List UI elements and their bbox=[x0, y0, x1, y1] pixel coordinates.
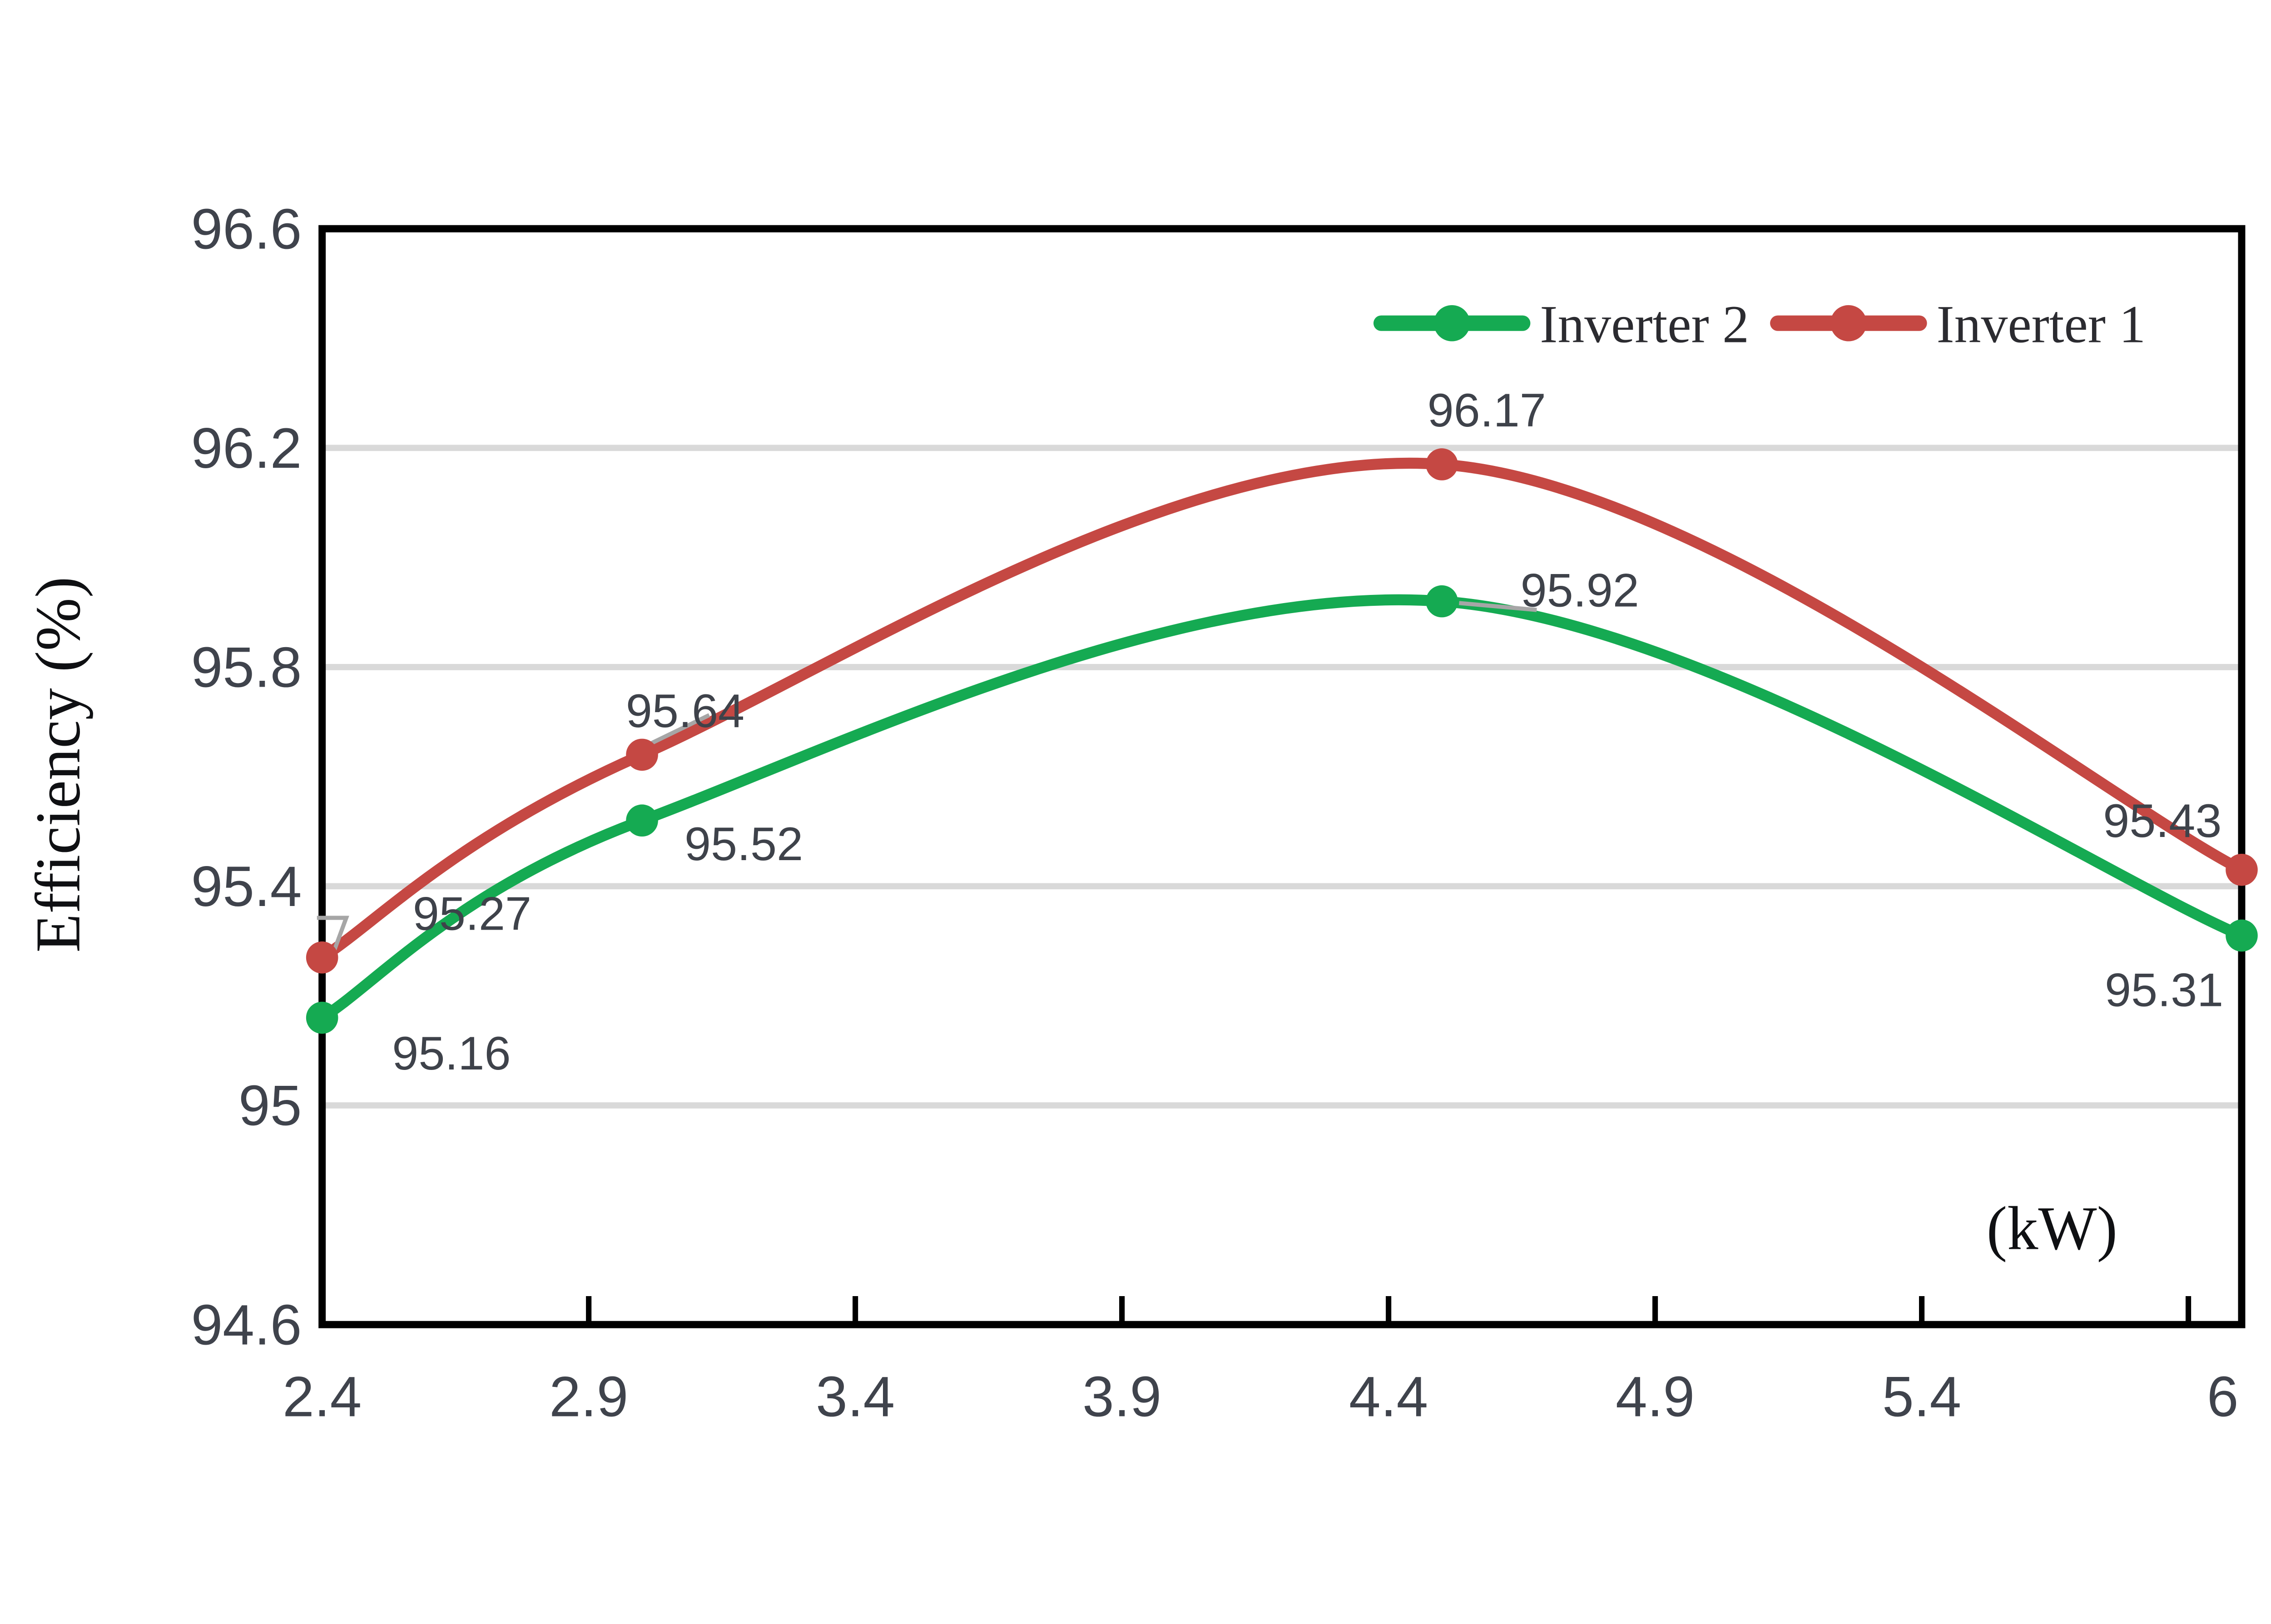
marker-inverter-2-2 bbox=[1426, 585, 1458, 618]
marker-inverter-1-2 bbox=[1426, 448, 1458, 480]
x-tick-label-4.9: 4.9 bbox=[1616, 1365, 1695, 1429]
series-line-inverter-1 bbox=[317, 457, 2247, 963]
x-tick-label-3.4: 3.4 bbox=[816, 1365, 895, 1429]
legend-marker-icon bbox=[1830, 305, 1867, 342]
marker-inverter-1-1 bbox=[626, 738, 658, 771]
plot-border bbox=[318, 225, 2246, 1328]
data-label-leader-inverter-1-0 bbox=[317, 916, 349, 951]
y-axis-title: Efficiency (%) bbox=[23, 577, 94, 953]
data-label-inverter-1-95.43: 95.43 bbox=[2103, 794, 2221, 847]
data-label-inverter-1-95.27: 95.27 bbox=[413, 887, 531, 941]
marker-inverter-2-3 bbox=[2226, 919, 2258, 952]
data-label-inverter-2-95.92: 95.92 bbox=[1521, 564, 1639, 617]
data-label-inverter-2-95.16: 95.16 bbox=[392, 1027, 511, 1080]
data-label-inverter-1-95.64: 95.64 bbox=[626, 684, 744, 738]
legend-label-inverter-2: Inverter 2 bbox=[1540, 295, 1749, 354]
data-label-inverter-1-96.17: 96.17 bbox=[1428, 384, 1546, 437]
data-label-leader-inverter-1-1 bbox=[648, 713, 710, 747]
y-tick-label-95.4: 95.4 bbox=[191, 855, 302, 918]
data-label-inverter-2-95.31: 95.31 bbox=[2105, 964, 2223, 1017]
series-line-inverter-2 bbox=[317, 594, 2247, 1024]
marker-inverter-2-0 bbox=[306, 1001, 338, 1034]
x-axis-unit-label: (kW) bbox=[1987, 1193, 2117, 1263]
y-tick-label-96.2: 96.2 bbox=[191, 416, 302, 480]
legend-label-inverter-1: Inverter 1 bbox=[1936, 295, 2146, 354]
marker-inverter-1-0 bbox=[306, 941, 338, 974]
data-label-leader-inverter-2-2 bbox=[1459, 601, 1537, 612]
data-label-inverter-2-95.52: 95.52 bbox=[684, 817, 803, 871]
x-tick-label-3.9: 3.9 bbox=[1082, 1365, 1161, 1429]
y-tick-label-94.6: 94.6 bbox=[191, 1293, 302, 1357]
y-tick-label-95.8: 95.8 bbox=[191, 636, 302, 699]
x-tick-label-2.9: 2.9 bbox=[549, 1365, 628, 1429]
x-tick-label-6: 6 bbox=[2207, 1365, 2239, 1429]
y-tick-label-95: 95 bbox=[238, 1074, 302, 1138]
x-tick-label-5.4: 5.4 bbox=[1882, 1365, 1961, 1429]
figure-background bbox=[0, 195, 2271, 1429]
marker-inverter-2-1 bbox=[626, 804, 658, 837]
x-tick-label-2.4: 2.4 bbox=[283, 1365, 362, 1429]
legend-marker-icon bbox=[1433, 305, 1470, 342]
marker-inverter-1-3 bbox=[2226, 853, 2258, 886]
x-tick-label-4.4: 4.4 bbox=[1349, 1365, 1428, 1429]
y-tick-label-96.6: 96.6 bbox=[191, 197, 302, 261]
